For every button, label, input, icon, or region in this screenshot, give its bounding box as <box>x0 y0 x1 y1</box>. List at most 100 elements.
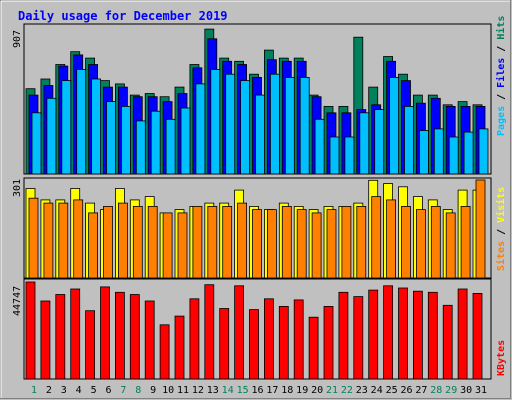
kbytes-bar-kbytes-day-22 <box>338 291 349 380</box>
hits-bar-pages-day-27 <box>418 130 429 175</box>
hits-bar-pages-day-17 <box>269 73 280 175</box>
visits-bar-sites-day-2 <box>43 202 54 279</box>
day-label-6: 6 <box>105 385 111 396</box>
visits-bar-sites-day-14 <box>222 205 233 279</box>
hits-bar-pages-day-10 <box>165 118 176 175</box>
hits-bar-pages-day-26 <box>404 106 414 175</box>
kbytes-bar-kbytes-day-27 <box>412 290 423 380</box>
kbytes-bar-kbytes-day-21 <box>323 305 334 380</box>
hits-bar-pages-day-13 <box>210 69 221 175</box>
kbytes-bar-kbytes-day-23 <box>353 296 364 380</box>
kbytes-bar-kbytes-day-8 <box>129 294 140 380</box>
day-label-12: 12 <box>192 385 204 396</box>
hits-bar-pages-day-11 <box>180 107 191 175</box>
day-label-10: 10 <box>162 385 174 396</box>
day-axis: 1 2 3 4 5 6 7 8 9 10 11 12 13 14 15 16 17 18 19 20 21 22 23 24 2… <box>31 385 487 396</box>
kbytes-bar-kbytes-day-16 <box>249 309 259 380</box>
visits-bar-sites-day-5 <box>88 212 98 279</box>
visits-bar-sites-day-13 <box>207 205 218 279</box>
day-label-24: 24 <box>371 385 383 396</box>
day-label-20: 20 <box>311 385 323 396</box>
day-label-27: 27 <box>415 385 427 396</box>
hits-bar-pages-day-16 <box>255 94 265 175</box>
visits-bar-sites-day-16 <box>252 209 262 279</box>
visits-bar-sites-day-15 <box>237 202 248 279</box>
day-label-8: 8 <box>135 385 141 396</box>
visits-bar-sites-day-26 <box>401 205 411 279</box>
day-label-11: 11 <box>177 385 189 396</box>
visits-bar-sites-day-29 <box>445 212 456 279</box>
day-label-2: 2 <box>46 385 52 396</box>
visits-bar-sites-day-24 <box>371 196 382 279</box>
visits-bar-sites-day-3 <box>58 202 69 279</box>
hits-bar-pages-day-4 <box>76 69 87 175</box>
day-label-19: 19 <box>296 385 308 396</box>
visits-bar-sites-day-31 <box>475 179 486 279</box>
hits-bar-pages-day-20 <box>314 118 325 175</box>
legend-kbytes: KBytes <box>496 340 507 376</box>
day-label-14: 14 <box>222 385 234 396</box>
visits-bar-sites-day-21 <box>326 209 337 279</box>
kbytes-bar-kbytes-day-24 <box>368 289 379 380</box>
hits-bar-pages-day-15 <box>240 80 251 175</box>
kbytes-bar-kbytes-day-19 <box>293 299 304 380</box>
day-label-1: 1 <box>31 385 37 396</box>
kbytes-bar-kbytes-day-5 <box>85 310 95 380</box>
hits-bar-pages-day-24 <box>374 109 385 175</box>
hits-bar-pages-day-23 <box>359 112 370 175</box>
legend-sites-visits: Sites / Visits <box>495 187 507 271</box>
visits-max-label: 301 <box>12 179 23 197</box>
hits-bar-pages-day-14 <box>225 73 236 175</box>
kbytes-bar-kbytes-day-12 <box>189 298 200 380</box>
hits-bar-pages-day-2 <box>46 97 57 175</box>
kbytes-bar-kbytes-day-7 <box>115 291 125 380</box>
hits-max-label: 907 <box>12 30 23 48</box>
day-label-17: 17 <box>266 385 278 396</box>
visits-bar-sites-day-18 <box>281 205 292 279</box>
kbytes-bar-kbytes-day-3 <box>55 294 66 380</box>
kbytes-bar-kbytes-day-1 <box>25 281 36 380</box>
day-label-18: 18 <box>281 385 293 396</box>
visits-bar-sites-day-20 <box>311 212 322 279</box>
hits-bar-pages-day-31 <box>478 128 489 175</box>
legend-visits: Visits <box>495 187 507 223</box>
hits-bar-pages-day-12 <box>195 83 206 175</box>
kbytes-bar-kbytes-day-4 <box>70 288 81 380</box>
kbytes-bar-kbytes-day-25 <box>383 285 394 380</box>
kbytes-bar-kbytes-day-6 <box>100 286 110 380</box>
visits-bar-sites-day-27 <box>415 209 426 279</box>
day-label-9: 9 <box>150 385 156 396</box>
legend-hits: Hits <box>495 16 507 40</box>
hits-bar-pages-day-30 <box>463 131 474 175</box>
kbytes-bar-kbytes-day-17 <box>263 298 274 380</box>
day-label-4: 4 <box>76 385 82 396</box>
chart-marks <box>25 28 489 380</box>
hits-bar-pages-day-8 <box>135 120 146 175</box>
hits-bar-pages-day-25 <box>389 77 400 175</box>
legend-sites: Sites <box>495 241 507 271</box>
day-label-25: 25 <box>386 385 398 396</box>
kbytes-bar-kbytes-day-15 <box>234 285 245 380</box>
hits-bar-pages-day-21 <box>329 136 340 175</box>
visits-bar-sites-day-11 <box>177 212 188 279</box>
hits-bar-pages-day-28 <box>433 128 444 175</box>
kbytes-bar-kbytes-day-9 <box>144 300 155 380</box>
day-label-31: 31 <box>475 385 487 396</box>
day-label-3: 3 <box>61 385 67 396</box>
day-label-16: 16 <box>251 385 263 396</box>
legend-pages-files-hits: Pages / Files / Hits <box>495 16 507 136</box>
day-label-28: 28 <box>430 385 442 396</box>
day-label-26: 26 <box>400 385 412 396</box>
visits-bar-sites-day-10 <box>162 212 173 279</box>
day-label-22: 22 <box>341 385 353 396</box>
day-label-15: 15 <box>237 385 249 396</box>
kbytes-bar-kbytes-day-18 <box>278 305 289 380</box>
visits-bar-sites-day-22 <box>341 205 352 279</box>
visits-bar-sites-day-7 <box>118 202 128 279</box>
kbytes-bar-kbytes-day-2 <box>40 300 51 380</box>
visits-bar-sites-day-17 <box>266 209 277 279</box>
kbytes-max-label: 44747 <box>12 286 23 316</box>
legend-files: Files <box>495 58 507 88</box>
hits-bar-pages-day-18 <box>284 77 295 175</box>
